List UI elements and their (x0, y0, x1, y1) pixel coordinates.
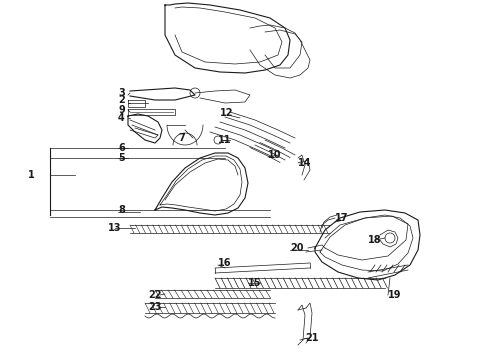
Text: 6: 6 (118, 143, 125, 153)
Text: 3: 3 (118, 88, 125, 98)
Text: 16: 16 (218, 258, 231, 268)
Text: 23: 23 (148, 302, 162, 312)
Text: 10: 10 (268, 150, 281, 160)
Text: 19: 19 (388, 290, 401, 300)
Text: 12: 12 (220, 108, 234, 118)
Text: 9: 9 (118, 105, 125, 115)
Text: 21: 21 (305, 333, 318, 343)
Text: 14: 14 (298, 158, 312, 168)
Text: 18: 18 (368, 235, 382, 245)
Text: 11: 11 (218, 135, 231, 145)
Text: 17: 17 (335, 213, 348, 223)
Text: 20: 20 (290, 243, 303, 253)
Text: 1: 1 (28, 170, 35, 180)
Text: 15: 15 (248, 278, 262, 288)
Text: 2: 2 (118, 95, 125, 105)
Text: 13: 13 (108, 223, 122, 233)
Text: 5: 5 (118, 153, 125, 163)
Text: 8: 8 (118, 205, 125, 215)
Text: 22: 22 (148, 290, 162, 300)
Text: 7: 7 (178, 133, 185, 143)
Text: 4: 4 (118, 113, 125, 123)
